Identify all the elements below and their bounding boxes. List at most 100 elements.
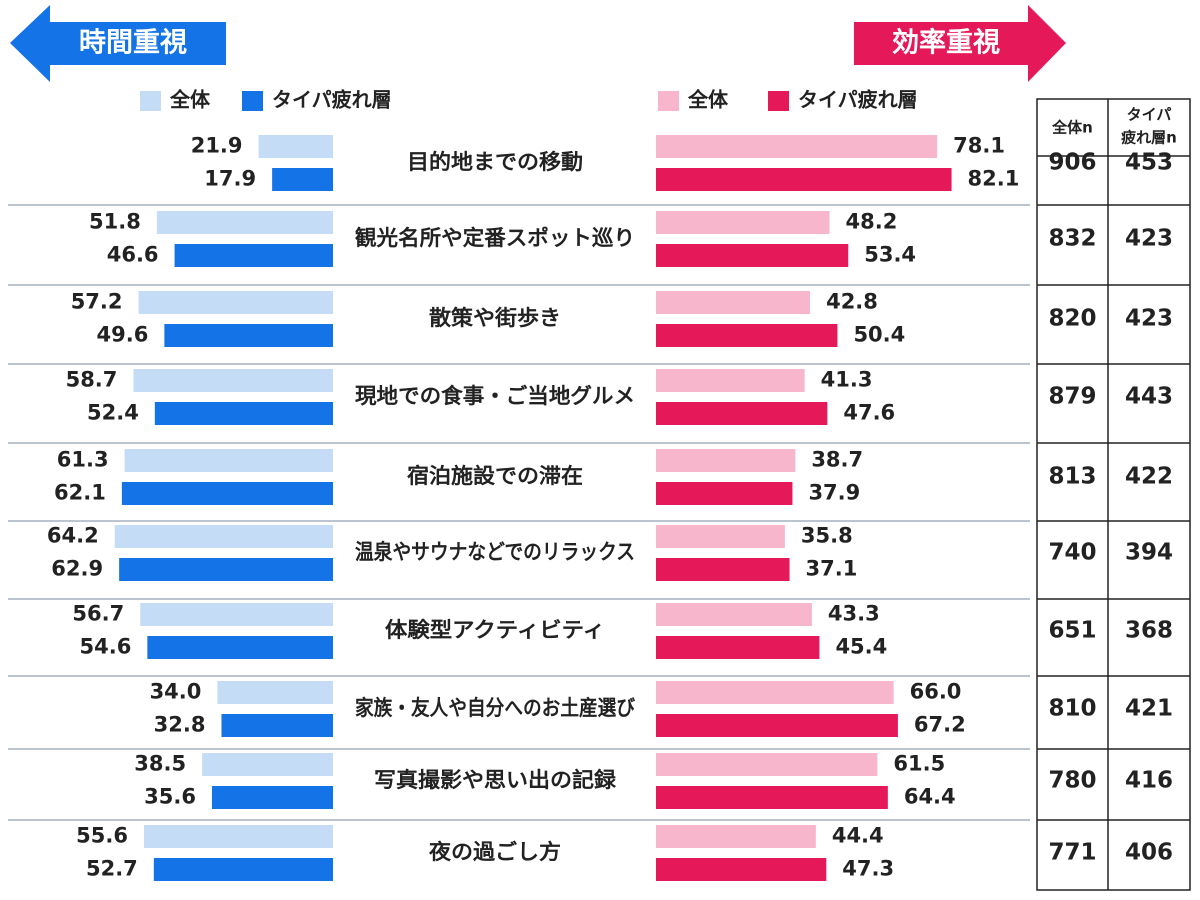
n-value-segment: 443 (1125, 384, 1173, 410)
left-arrow-icon (10, 5, 226, 82)
value-label-left-segment: 35.6 (144, 785, 196, 809)
bar-left-overall (138, 291, 333, 314)
bar-left-segment (153, 858, 333, 881)
value-label-left-overall: 34.0 (150, 680, 202, 704)
bar-right-segment (656, 168, 952, 191)
value-label-right-segment: 82.1 (968, 167, 1020, 191)
bar-left-overall (133, 369, 333, 392)
n-value-segment: 423 (1125, 306, 1173, 332)
bar-right-segment (656, 858, 827, 881)
n-table-border (1036, 98, 1191, 891)
n-value-segment: 453 (1125, 150, 1173, 176)
n-value-overall: 813 (1048, 464, 1096, 490)
value-label-left-segment: 52.4 (87, 401, 139, 425)
bar-left-segment (211, 786, 333, 809)
n-value-overall: 651 (1048, 618, 1096, 644)
n-value-segment: 406 (1125, 840, 1173, 866)
value-label-right-segment: 50.4 (853, 323, 905, 347)
value-label-right-overall: 78.1 (953, 134, 1005, 158)
value-label-left-segment: 52.7 (86, 857, 138, 881)
legend-label-right-segment: タイパ疲れ層 (798, 88, 918, 112)
bar-right-overall (656, 291, 811, 314)
category-label: 散策や街歩き (429, 306, 561, 330)
n-value-segment: 394 (1125, 540, 1173, 566)
value-label-left-segment: 62.9 (51, 557, 103, 581)
value-label-left-overall: 57.2 (71, 290, 123, 314)
bar-right-overall (656, 449, 796, 472)
legend-label-left-overall: 全体 (169, 88, 211, 112)
left-header-label: 時間重視 (79, 28, 187, 59)
n-value-overall: 879 (1048, 384, 1096, 410)
value-label-right-segment: 47.3 (842, 857, 894, 881)
n-value-overall: 780 (1048, 768, 1096, 794)
category-row (114, 525, 790, 581)
value-label-left-overall: 55.6 (76, 824, 128, 848)
value-label-right-segment: 53.4 (864, 243, 916, 267)
category-label: 目的地までの移動 (407, 150, 583, 174)
value-label-right-overall: 43.3 (828, 602, 880, 626)
n-value-overall: 771 (1048, 840, 1096, 866)
legend-swatch-left-segment (242, 91, 263, 111)
category-row (121, 449, 796, 505)
value-label-left-overall: 38.5 (134, 752, 186, 776)
n-table-header-segment: タイパ (1127, 106, 1172, 124)
bar-left-overall (217, 681, 333, 704)
value-label-left-overall: 58.7 (66, 368, 118, 392)
category-label: 体験型アクティビティ (385, 618, 605, 642)
value-label-right-overall: 38.7 (811, 448, 863, 472)
value-label-right-overall: 61.5 (893, 752, 945, 776)
value-label-left-segment: 32.8 (154, 713, 206, 737)
right-arrow-icon (854, 5, 1066, 82)
category-label: 宿泊施設での滞在 (407, 464, 583, 488)
bar-left-segment (119, 558, 333, 581)
bar-left-segment (164, 324, 333, 347)
category-row (140, 603, 820, 659)
value-label-left-segment: 49.6 (97, 323, 149, 347)
bar-right-segment (656, 558, 790, 581)
value-label-right-overall: 35.8 (801, 524, 853, 548)
category-row (217, 681, 898, 737)
bar-left-overall (124, 449, 333, 472)
bar-left-overall (258, 135, 333, 158)
n-value-overall: 740 (1048, 540, 1096, 566)
n-value-segment: 416 (1125, 768, 1173, 794)
value-label-right-overall: 66.0 (910, 680, 962, 704)
category-label: 観光名所や定番スポット巡り (355, 226, 635, 250)
value-label-left-overall: 21.9 (191, 134, 243, 158)
legend-swatch-right-segment (768, 91, 789, 111)
bar-right-overall (656, 369, 805, 392)
value-label-right-overall: 42.8 (826, 290, 878, 314)
value-label-right-overall: 48.2 (846, 210, 898, 234)
category-row (143, 825, 827, 881)
n-value-segment: 422 (1125, 464, 1173, 490)
category-label: 夜の過ごし方 (428, 840, 561, 864)
value-label-left-segment: 17.9 (204, 167, 256, 191)
category-row (133, 369, 828, 425)
n-value-segment: 368 (1125, 618, 1173, 644)
legend-label-left-segment: タイパ疲れ層 (272, 88, 392, 112)
n-table-header-segment: 疲れ層n (1121, 129, 1177, 147)
bar-left-overall (156, 211, 333, 234)
value-label-right-segment: 45.4 (835, 635, 887, 659)
bar-right-overall (656, 135, 938, 158)
bar-left-overall (140, 603, 333, 626)
bar-right-overall (656, 825, 816, 848)
bar-right-overall (656, 211, 830, 234)
bar-right-segment (656, 244, 849, 267)
bar-left-segment (174, 244, 333, 267)
bar-right-segment (656, 786, 888, 809)
value-label-right-segment: 37.1 (806, 557, 858, 581)
bar-left-overall (143, 825, 333, 848)
value-label-right-overall: 44.4 (832, 824, 884, 848)
category-row (138, 291, 838, 347)
legend-label-right-overall: 全体 (687, 88, 729, 112)
n-value-overall: 906 (1048, 150, 1096, 176)
bar-right-overall (656, 753, 878, 776)
bar-right-segment (656, 714, 898, 737)
bar-right-segment (656, 324, 838, 347)
value-label-left-segment: 62.1 (54, 481, 106, 505)
legend-swatch-right-overall (658, 91, 679, 111)
value-label-right-segment: 67.2 (914, 713, 966, 737)
bar-left-segment (154, 402, 333, 425)
